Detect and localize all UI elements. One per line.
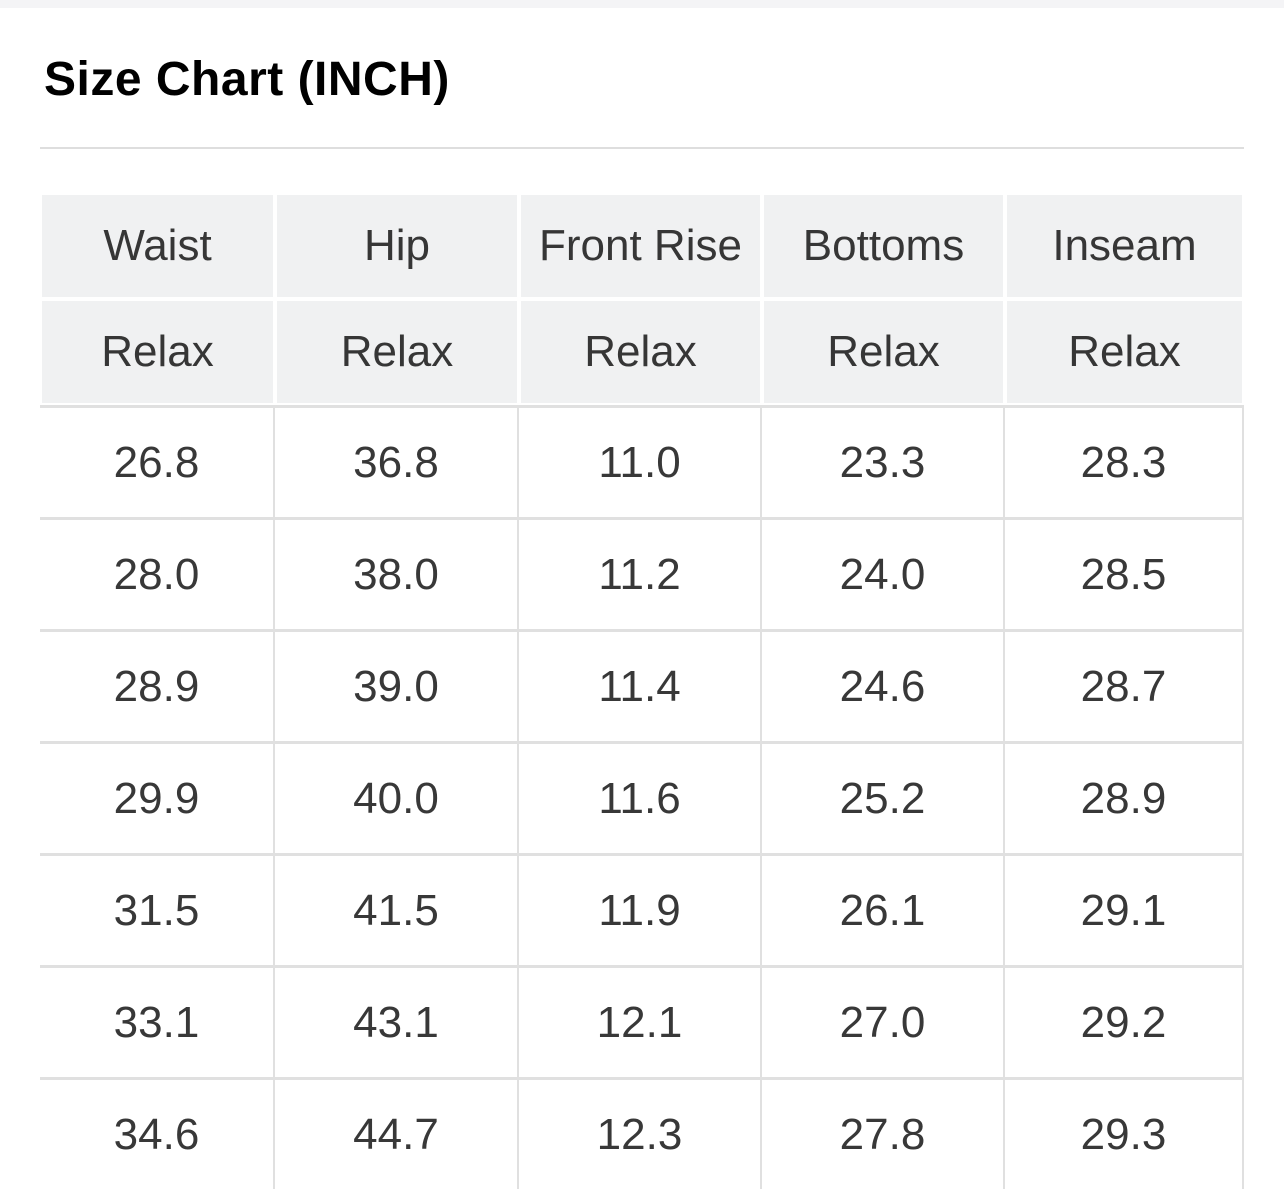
table-row: 28.0 38.0 11.2 24.0 28.5 xyxy=(40,517,1244,629)
size-cell: 29.9 xyxy=(40,741,275,853)
size-cell: 28.9 xyxy=(1005,741,1244,853)
fit-cell-hip: Relax xyxy=(275,299,519,405)
size-cell: 43.1 xyxy=(275,965,519,1077)
size-cell: 29.2 xyxy=(1005,965,1244,1077)
size-cell: 39.0 xyxy=(275,629,519,741)
size-cell: 24.6 xyxy=(762,629,1005,741)
fit-cell-waist: Relax xyxy=(40,299,275,405)
page-title: Size Chart (INCH) xyxy=(44,53,450,106)
size-cell: 28.9 xyxy=(40,629,275,741)
size-cell: 29.1 xyxy=(1005,853,1244,965)
size-cell: 28.3 xyxy=(1005,405,1244,517)
column-header-bottoms: Bottoms xyxy=(762,193,1005,299)
column-header-hip: Hip xyxy=(275,193,519,299)
size-cell: 44.7 xyxy=(275,1077,519,1189)
size-cell: 12.3 xyxy=(519,1077,762,1189)
table-row: 26.8 36.8 11.0 23.3 28.3 xyxy=(40,405,1244,517)
size-cell: 26.1 xyxy=(762,853,1005,965)
size-table-body: 26.8 36.8 11.0 23.3 28.3 28.0 38.0 11.2 24.0 28.5… xyxy=(40,405,1244,1189)
size-cell: 28.5 xyxy=(1005,517,1244,629)
size-cell: 11.4 xyxy=(519,629,762,741)
fit-cell-inseam: Relax xyxy=(1005,299,1244,405)
size-cell: 25.2 xyxy=(762,741,1005,853)
size-cell: 34.6 xyxy=(40,1077,275,1189)
column-header-waist: Waist xyxy=(40,193,275,299)
column-header-inseam: Inseam xyxy=(1005,193,1244,299)
measurement-header-row: Waist Hip Front Rise Bottoms Inseam xyxy=(40,193,1244,299)
size-cell: 11.6 xyxy=(519,741,762,853)
size-cell: 12.1 xyxy=(519,965,762,1077)
size-cell: 23.3 xyxy=(762,405,1005,517)
top-strip xyxy=(0,0,1284,8)
size-cell: 28.0 xyxy=(40,517,275,629)
fit-header-row: Relax Relax Relax Relax Relax xyxy=(40,299,1244,405)
size-cell: 27.8 xyxy=(762,1077,1005,1189)
size-chart-table: Waist Hip Front Rise Bottoms Inseam Rela… xyxy=(40,193,1244,1189)
table-row: 33.1 43.1 12.1 27.0 29.2 xyxy=(40,965,1244,1077)
size-cell: 31.5 xyxy=(40,853,275,965)
size-cell: 40.0 xyxy=(275,741,519,853)
title-divider xyxy=(40,147,1244,149)
table-row: 34.6 44.7 12.3 27.8 29.3 xyxy=(40,1077,1244,1189)
size-cell: 26.8 xyxy=(40,405,275,517)
fit-cell-bottoms: Relax xyxy=(762,299,1005,405)
size-cell: 11.0 xyxy=(519,405,762,517)
table-row: 28.9 39.0 11.4 24.6 28.7 xyxy=(40,629,1244,741)
table-row: 29.9 40.0 11.6 25.2 28.9 xyxy=(40,741,1244,853)
column-header-front-rise: Front Rise xyxy=(519,193,762,299)
size-cell: 33.1 xyxy=(40,965,275,1077)
size-cell: 29.3 xyxy=(1005,1077,1244,1189)
size-cell: 36.8 xyxy=(275,405,519,517)
size-cell: 11.9 xyxy=(519,853,762,965)
table-row: 31.5 41.5 11.9 26.1 29.1 xyxy=(40,853,1244,965)
size-cell: 38.0 xyxy=(275,517,519,629)
size-cell: 11.2 xyxy=(519,517,762,629)
fit-cell-front-rise: Relax xyxy=(519,299,762,405)
size-cell: 41.5 xyxy=(275,853,519,965)
size-cell: 28.7 xyxy=(1005,629,1244,741)
size-cell: 27.0 xyxy=(762,965,1005,1077)
size-cell: 24.0 xyxy=(762,517,1005,629)
